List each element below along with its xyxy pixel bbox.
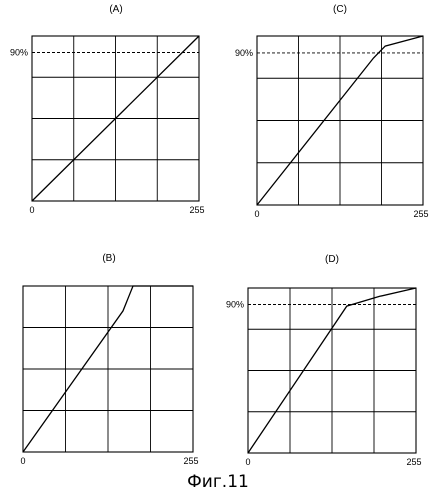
figure-caption: Фиг.11 — [0, 472, 436, 492]
panel-title: (D) — [325, 254, 339, 265]
panel-title: (B) — [102, 253, 115, 264]
x-tick-label-end: 255 — [189, 205, 204, 215]
x-tick-label-end: 255 — [413, 209, 428, 219]
x-tick-label-start: 0 — [254, 209, 259, 219]
panel-d: (D) 90% 0 255 — [226, 254, 422, 467]
x-tick-label-end: 255 — [183, 456, 198, 466]
panel-a: (A) 90% 0 255 — [10, 4, 205, 215]
x-tick-label-end: 255 — [406, 457, 421, 467]
panel-c: (C) 90% 0 255 — [235, 4, 429, 219]
reference-label: 90% — [10, 48, 28, 58]
panel-b: (B) 0 255 — [20, 253, 198, 466]
x-tick-label-start: 0 — [245, 457, 250, 467]
x-tick-label-start: 0 — [29, 205, 34, 215]
reference-label: 90% — [226, 300, 244, 310]
panel-title: (C) — [333, 4, 347, 15]
x-tick-label-start: 0 — [20, 456, 25, 466]
reference-label: 90% — [235, 48, 253, 58]
panel-title: (A) — [109, 4, 122, 15]
